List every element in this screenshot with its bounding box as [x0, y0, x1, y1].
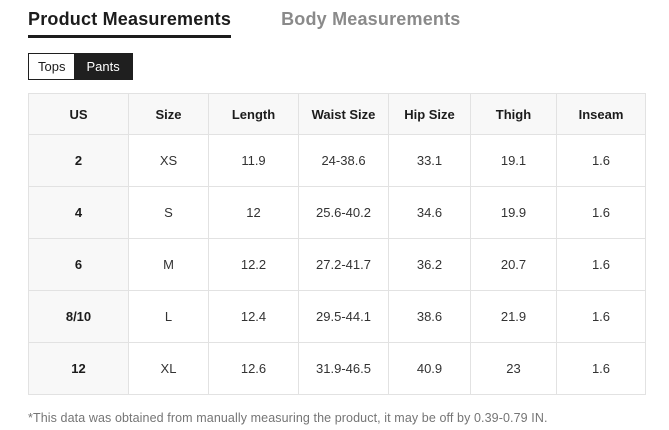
table-cell: 8/10 — [28, 290, 129, 343]
table-cell: 19.9 — [470, 186, 557, 239]
size-table: US Size Length Waist Size Hip Size Thigh Insea… — [28, 93, 646, 395]
table-cell: 2 — [28, 134, 129, 187]
table-cell: 1.6 — [556, 134, 646, 187]
table-row: 12 XL 12.6 31.9-46.5 40.9 23 1.6 — [28, 342, 646, 395]
tab-product-measurements[interactable]: Product Measurements — [28, 9, 232, 38]
table-cell: 12.2 — [208, 238, 299, 291]
table-cell: XL — [128, 342, 209, 395]
table-header-cell: US — [28, 93, 129, 135]
table-header-cell: Hip Size — [388, 93, 471, 135]
size-table-body: 2 XS 11.9 24-38.6 33.1 19.1 1.6 4 S 12 25.6-40.2 34… — [28, 134, 646, 395]
table-cell: 40.9 — [388, 342, 471, 395]
table-cell: 21.9 — [470, 290, 557, 343]
table-cell: 36.2 — [388, 238, 471, 291]
table-cell: 1.6 — [556, 290, 646, 343]
table-cell: 20.7 — [470, 238, 557, 291]
table-header-cell: Thigh — [470, 93, 557, 135]
table-cell: 34.6 — [388, 186, 471, 239]
toggle-pants-button[interactable]: Pants — [74, 54, 132, 79]
table-row: 2 XS 11.9 24-38.6 33.1 19.1 1.6 — [28, 134, 646, 187]
table-cell: 1.6 — [556, 238, 646, 291]
table-cell: 27.2-41.7 — [298, 238, 389, 291]
measurement-tabs: Product Measurements Body Measurements — [28, 9, 645, 38]
table-cell: 24-38.6 — [298, 134, 389, 187]
toggle-tops-button[interactable]: Tops — [29, 54, 75, 79]
table-header-cell: Size — [128, 93, 209, 135]
table-cell: 4 — [28, 186, 129, 239]
table-cell: L — [128, 290, 209, 343]
garment-type-toggle: Tops Pants — [28, 53, 133, 80]
table-cell: 33.1 — [388, 134, 471, 187]
tab-body-measurements[interactable]: Body Measurements — [281, 9, 461, 29]
table-cell: 19.1 — [470, 134, 557, 187]
table-cell: 1.6 — [556, 342, 646, 395]
footnote: *This data was obtained from manually me… — [28, 411, 548, 425]
table-cell: 6 — [28, 238, 129, 291]
table-cell: 31.9-46.5 — [298, 342, 389, 395]
table-cell: 1.6 — [556, 186, 646, 239]
table-cell: 38.6 — [388, 290, 471, 343]
table-cell: 23 — [470, 342, 557, 395]
table-cell: S — [128, 186, 209, 239]
table-cell: 25.6-40.2 — [298, 186, 389, 239]
table-cell: 12.4 — [208, 290, 299, 343]
table-cell: 29.5-44.1 — [298, 290, 389, 343]
table-cell: 12 — [208, 186, 299, 239]
table-header-cell: Waist Size — [298, 93, 389, 135]
table-cell: 12.6 — [208, 342, 299, 395]
table-row: 6 M 12.2 27.2-41.7 36.2 20.7 1.6 — [28, 238, 646, 291]
table-header-row: US Size Length Waist Size Hip Size Thigh Insea… — [28, 93, 646, 135]
table-cell: 11.9 — [208, 134, 299, 187]
table-cell: XS — [128, 134, 209, 187]
table-cell: M — [128, 238, 209, 291]
table-header-cell: Inseam — [556, 93, 646, 135]
table-row: 8/10 L 12.4 29.5-44.1 38.6 21.9 1.6 — [28, 290, 646, 343]
table-row: 4 S 12 25.6-40.2 34.6 19.9 1.6 — [28, 186, 646, 239]
table-header-cell: Length — [208, 93, 299, 135]
table-cell: 12 — [28, 342, 129, 395]
